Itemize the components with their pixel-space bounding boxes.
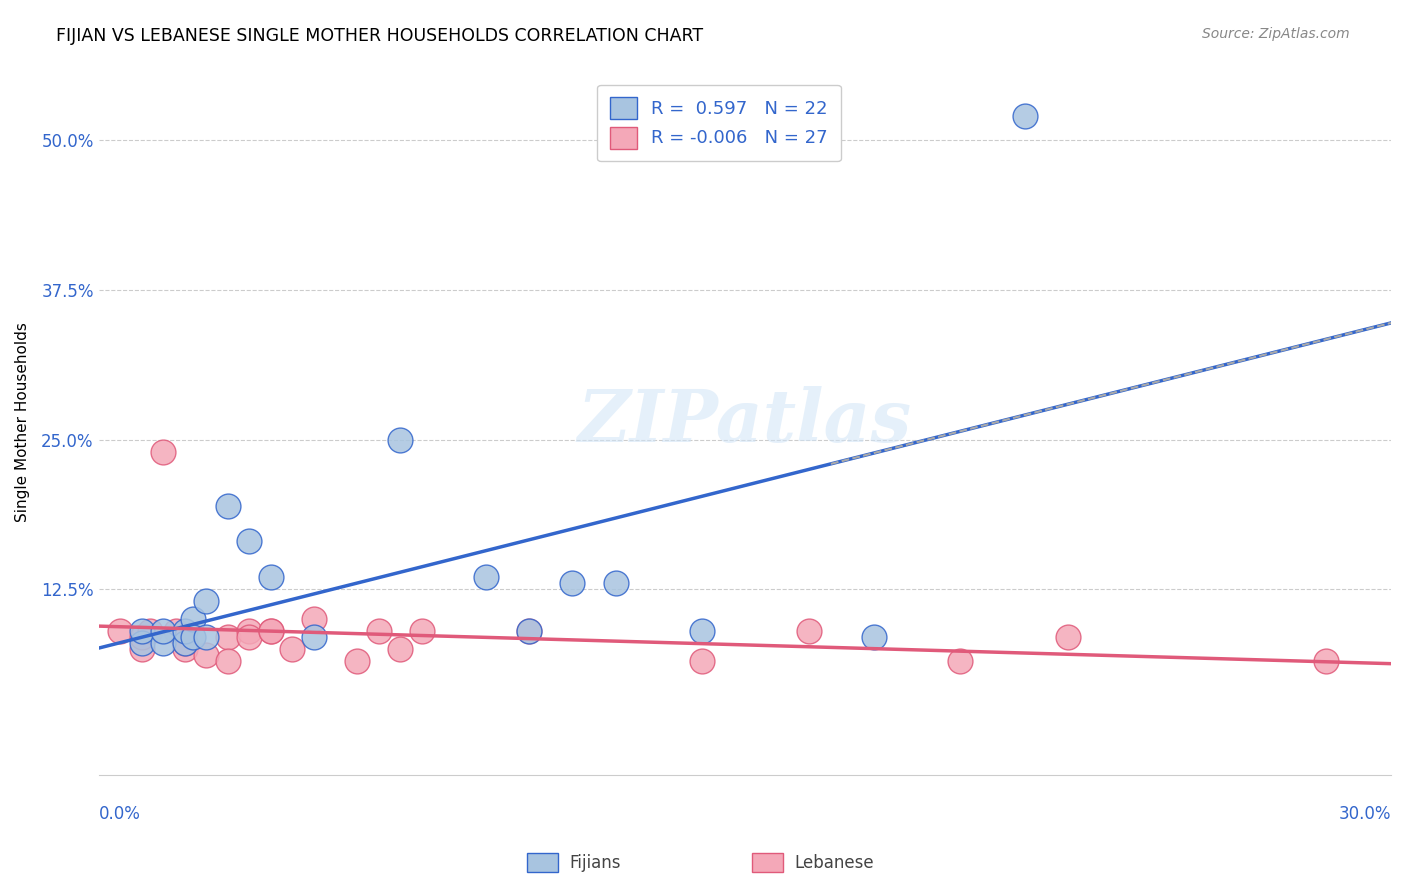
Point: [519, 624, 541, 639]
Point: [152, 444, 174, 458]
Point: [131, 624, 153, 639]
Point: [561, 576, 583, 591]
Point: [411, 624, 433, 639]
Point: [238, 630, 260, 644]
Point: [217, 654, 239, 668]
Point: [131, 636, 153, 650]
Point: [302, 612, 325, 626]
Point: [389, 433, 412, 447]
Point: [475, 570, 498, 584]
Text: Fijians: Fijians: [569, 854, 621, 871]
Point: [165, 624, 187, 639]
Point: [690, 654, 713, 668]
Point: [690, 624, 713, 639]
Point: [217, 630, 239, 644]
Point: [389, 642, 412, 657]
Point: [260, 624, 283, 639]
Point: [949, 654, 972, 668]
Point: [863, 630, 886, 644]
Point: [173, 624, 195, 639]
Point: [302, 630, 325, 644]
Point: [519, 624, 541, 639]
Point: [217, 499, 239, 513]
Point: [260, 624, 283, 639]
Point: [281, 642, 304, 657]
Point: [605, 576, 627, 591]
Text: ZIPatlas: ZIPatlas: [578, 386, 912, 458]
Point: [183, 630, 205, 644]
Point: [131, 630, 153, 644]
Point: [131, 642, 153, 657]
Text: FIJIAN VS LEBANESE SINGLE MOTHER HOUSEHOLDS CORRELATION CHART: FIJIAN VS LEBANESE SINGLE MOTHER HOUSEHO…: [56, 27, 703, 45]
Text: Lebanese: Lebanese: [794, 854, 875, 871]
Point: [195, 594, 218, 608]
Legend: R =  0.597   N = 22, R = -0.006   N = 27: R = 0.597 N = 22, R = -0.006 N = 27: [598, 85, 841, 161]
Point: [152, 624, 174, 639]
Point: [195, 630, 218, 644]
Point: [1315, 654, 1337, 668]
Point: [799, 624, 821, 639]
Point: [238, 534, 260, 549]
Point: [173, 636, 195, 650]
Point: [346, 654, 368, 668]
Text: 30.0%: 30.0%: [1339, 805, 1391, 823]
Point: [1057, 630, 1080, 644]
Text: Source: ZipAtlas.com: Source: ZipAtlas.com: [1202, 27, 1350, 41]
Point: [183, 612, 205, 626]
Text: 0.0%: 0.0%: [98, 805, 141, 823]
Point: [108, 624, 131, 639]
Point: [173, 642, 195, 657]
Point: [238, 624, 260, 639]
Point: [173, 636, 195, 650]
Point: [1014, 110, 1036, 124]
Point: [195, 648, 218, 663]
Point: [152, 636, 174, 650]
Point: [367, 624, 389, 639]
Y-axis label: Single Mother Households: Single Mother Households: [15, 322, 30, 522]
Point: [260, 570, 283, 584]
Point: [139, 624, 162, 639]
